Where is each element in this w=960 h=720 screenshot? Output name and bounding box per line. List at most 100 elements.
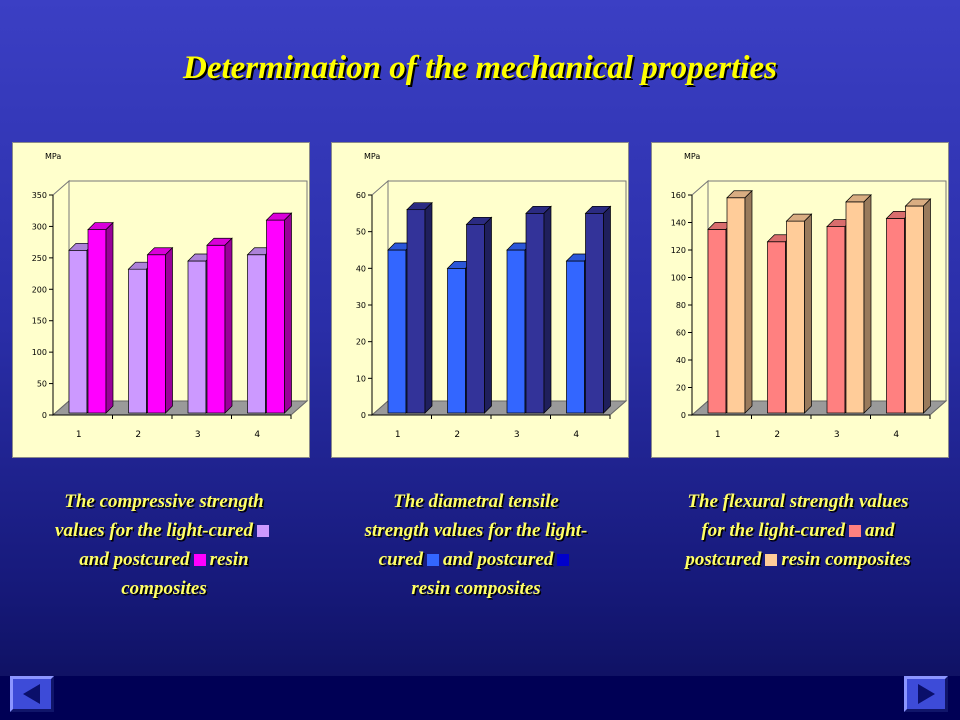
y-tick-label: 0 xyxy=(361,411,366,420)
bar-front xyxy=(406,209,426,414)
x-tick-label: 4 xyxy=(254,430,260,440)
caption-line: resin composites xyxy=(411,578,541,599)
side-wall xyxy=(52,179,70,417)
x-tick-label: 2 xyxy=(454,430,460,440)
diametral-tensile-chart: 0 10 20 30 40 50 60 MPa 1 2 3 4 xyxy=(331,142,629,458)
bar xyxy=(726,189,753,414)
back-button[interactable] xyxy=(10,676,54,712)
bar-front xyxy=(128,268,147,414)
bar-side xyxy=(804,213,812,414)
caption-line: resin composites xyxy=(781,549,911,570)
y-tick-label: 10 xyxy=(356,374,366,383)
caption-line: strength values for the light- xyxy=(364,520,588,541)
bar-side xyxy=(863,194,872,414)
bar-front xyxy=(447,267,466,414)
chart-svg: 0 50 100 150 200 250 300 350 MPa 1 2 3 4 xyxy=(32,152,309,440)
x-tick-label: 4 xyxy=(893,430,899,440)
postcured-swatch xyxy=(557,554,570,566)
side-wall xyxy=(371,179,389,417)
bar-front xyxy=(387,249,407,414)
bar-front xyxy=(466,223,485,414)
bar-front xyxy=(87,229,107,414)
bar-front xyxy=(845,201,865,414)
bar xyxy=(146,246,174,414)
y-tick-label: 300 xyxy=(32,222,47,231)
forward-button[interactable] xyxy=(904,676,948,712)
bar xyxy=(406,201,433,414)
bar xyxy=(845,194,872,414)
bar-side xyxy=(484,216,492,414)
compressive-strength-chart: 0 50 100 150 200 250 300 350 MPa 1 2 3 4 xyxy=(12,142,310,458)
flexural-caption: The flexural strength values for the lig… xyxy=(648,487,948,574)
bar-side xyxy=(424,201,433,414)
bar-side xyxy=(543,205,552,414)
caption-line: The diametral tensile xyxy=(393,491,559,512)
bar-front xyxy=(525,212,545,414)
side-wall xyxy=(691,179,709,417)
bar xyxy=(584,205,612,414)
caption-line: values for the light-cured xyxy=(55,520,253,541)
x-tick-label: 1 xyxy=(76,430,82,440)
light-cured-swatch xyxy=(848,525,861,537)
bar xyxy=(87,221,114,414)
y-tick-label: 150 xyxy=(32,317,47,326)
bar-side xyxy=(744,189,753,414)
y-tick-label: 40 xyxy=(676,356,686,365)
bar xyxy=(465,216,493,414)
footer-bar xyxy=(0,676,960,720)
y-tick-label: 20 xyxy=(676,384,686,393)
diametral-caption: The diametral tensile strength values fo… xyxy=(326,487,626,603)
y-tick-label: 0 xyxy=(42,411,47,420)
bar-front xyxy=(826,226,846,414)
bar-front xyxy=(247,254,266,414)
x-tick-label: 3 xyxy=(195,430,201,440)
left-triangle-icon xyxy=(23,684,40,704)
bar-front xyxy=(886,218,905,414)
postcured-swatch xyxy=(765,554,778,566)
bar-side xyxy=(165,246,173,414)
caption-line: and postcured xyxy=(443,549,554,570)
bar-side xyxy=(603,205,611,414)
bar-front xyxy=(206,244,226,414)
bar-front xyxy=(566,260,585,414)
x-tick-label: 2 xyxy=(135,430,141,440)
y-tick-label: 60 xyxy=(356,191,366,200)
right-triangle-icon xyxy=(918,684,935,704)
light-cured-swatch xyxy=(256,525,269,537)
bar-front xyxy=(506,249,526,414)
bar-front xyxy=(585,212,604,414)
bar xyxy=(785,213,813,414)
chart-svg: 0 10 20 30 40 50 60 MPa 1 2 3 4 xyxy=(356,152,628,440)
caption-line: The compressive strength xyxy=(64,491,264,512)
caption-line: cured xyxy=(378,549,423,570)
x-tick-label: 4 xyxy=(573,430,579,440)
y-tick-label: 30 xyxy=(356,301,366,310)
flexural-strength-chart: 0 20 40 60 80 100 120 140 160 MPa 1 2 3 4 xyxy=(651,142,949,458)
y-tick-label: 120 xyxy=(671,246,686,255)
x-tick-label: 1 xyxy=(715,430,721,440)
x-tick-label: 3 xyxy=(834,430,840,440)
slide-title: Determination of the mechanical properti… xyxy=(183,50,777,86)
bar-front xyxy=(767,241,786,414)
y-tick-label: 40 xyxy=(356,264,366,273)
x-tick-label: 3 xyxy=(514,430,520,440)
caption-line: for the light-cured xyxy=(701,520,845,541)
compressive-caption: The compressive strength values for the … xyxy=(14,487,314,603)
y-tick-label: 20 xyxy=(356,338,366,347)
caption-line: and xyxy=(864,520,895,541)
y-axis-label: MPa xyxy=(45,152,61,161)
y-tick-label: 100 xyxy=(32,348,47,357)
chart-svg: 0 20 40 60 80 100 120 140 160 MPa 1 2 3 4 xyxy=(671,152,948,440)
bar-front xyxy=(707,229,727,414)
bar-side xyxy=(284,212,292,414)
y-axis-label: MPa xyxy=(684,152,700,161)
y-tick-label: 50 xyxy=(37,380,47,389)
bar-front xyxy=(786,220,805,414)
bar-side xyxy=(923,198,931,414)
bar-front xyxy=(68,249,88,414)
y-tick-label: 140 xyxy=(671,219,686,228)
y-tick-label: 50 xyxy=(356,228,366,237)
y-tick-label: 250 xyxy=(32,254,47,263)
bar xyxy=(206,237,233,414)
y-tick-label: 80 xyxy=(676,301,686,310)
